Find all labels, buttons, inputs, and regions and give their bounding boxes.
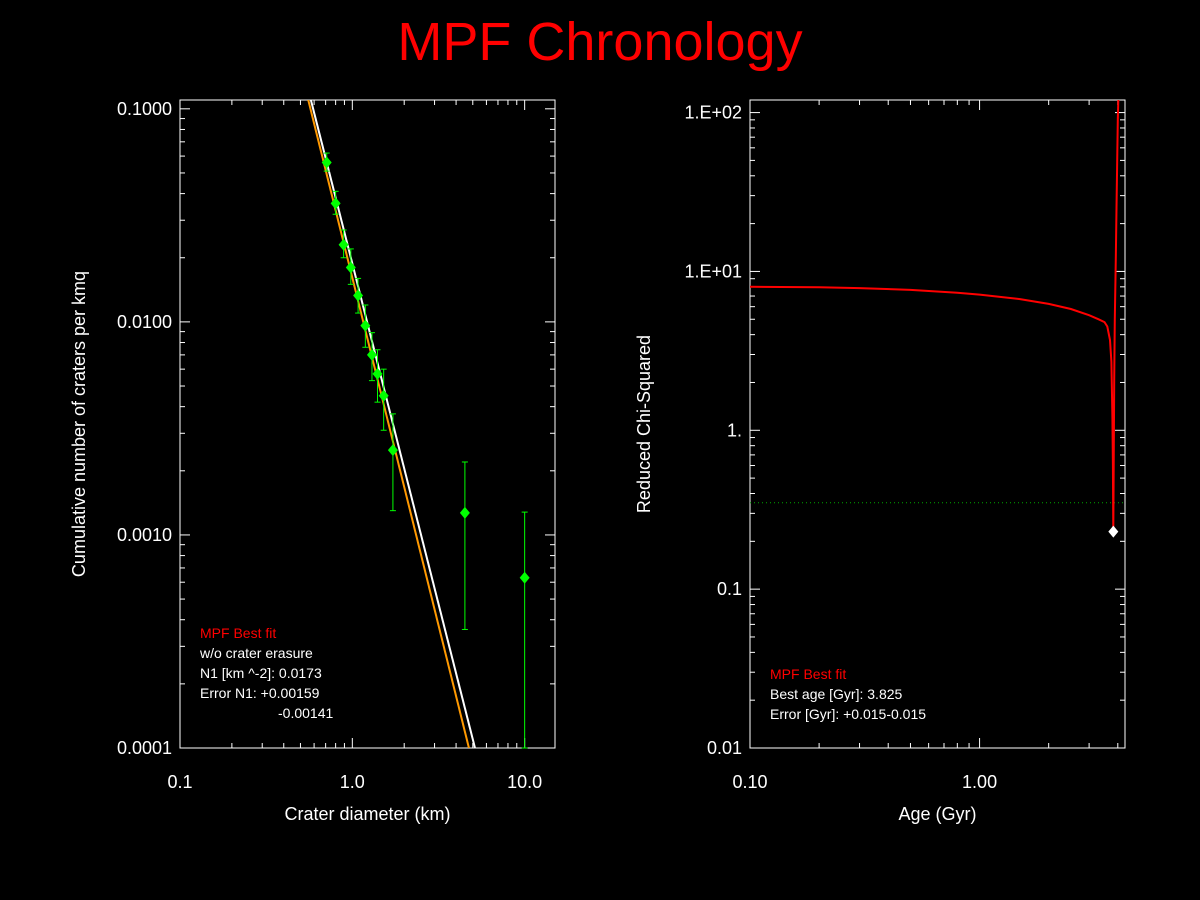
chart1-data-point xyxy=(387,444,398,457)
chart1-legend-line: -0.00141 xyxy=(278,705,333,721)
chart1-data-point xyxy=(366,348,377,361)
chart1-data-point xyxy=(338,238,349,251)
chart1-x-tick-label: 1.0 xyxy=(340,772,365,792)
chart1-data-point xyxy=(372,367,383,380)
page-title: MPF Chronology xyxy=(397,12,803,72)
chart1-legend-line: w/o crater erasure xyxy=(199,645,313,661)
chart2-plot-frame xyxy=(749,99,1126,749)
chart2-chi-curve xyxy=(750,100,1120,532)
chart1-data-point xyxy=(321,156,332,169)
chart2-y-tick-label: 1. xyxy=(727,420,742,440)
chart2-y-axis-title: Reduced Chi-Squared xyxy=(634,335,654,513)
chart1-y-tick-label: 0.0010 xyxy=(117,525,172,545)
chart1-data-point xyxy=(345,261,356,274)
chart1-legend-line: Error N1: +0.00159 xyxy=(200,685,320,701)
chart2-x-axis-title: Age (Gyr) xyxy=(898,804,976,824)
chart2-y-tick-label: 0.01 xyxy=(707,738,742,758)
chart1-data-point xyxy=(353,289,364,302)
chart1-fit-line-orange xyxy=(307,100,470,748)
chart1-legend-heading: MPF Best fit xyxy=(200,625,276,641)
chart1-data-point xyxy=(330,197,341,210)
chart1-data-point xyxy=(360,319,371,332)
chart2-legend-heading: MPF Best fit xyxy=(770,666,846,682)
chart1-y-tick-label: 0.0100 xyxy=(117,312,172,332)
chart1-legend-line: N1 [km ^-2]: 0.0173 xyxy=(200,665,322,681)
chart1-data-point xyxy=(459,506,470,519)
chart1-data-point xyxy=(378,389,389,402)
chart1-x-tick-label: 10.0 xyxy=(507,772,542,792)
chart2-y-tick-label: 0.1 xyxy=(717,579,742,599)
chart2-legend-line: Best age [Gyr]: 3.825 xyxy=(770,686,903,702)
chart1-plot-frame xyxy=(179,99,556,749)
chart2-x-tick-label: 0.10 xyxy=(732,772,767,792)
chart2-y-tick-label: 1.E+01 xyxy=(684,261,742,281)
chart1-y-tick-label: 0.1000 xyxy=(117,99,172,119)
chart2-x-tick-label: 1.00 xyxy=(962,772,997,792)
chart1-x-tick-label: 0.1 xyxy=(167,772,192,792)
chart2-y-tick-label: 1.E+02 xyxy=(684,103,742,123)
chart1-x-axis-title: Crater diameter (km) xyxy=(284,804,450,824)
chart2-legend-line: Error [Gyr]: +0.015-0.015 xyxy=(770,706,926,722)
chart1-data-point xyxy=(519,571,530,584)
chart1-y-axis-title: Cumulative number of craters per kmq xyxy=(69,271,89,577)
chart1-y-tick-label: 0.0001 xyxy=(117,738,172,758)
chart2-best-fit-point xyxy=(1108,525,1119,538)
